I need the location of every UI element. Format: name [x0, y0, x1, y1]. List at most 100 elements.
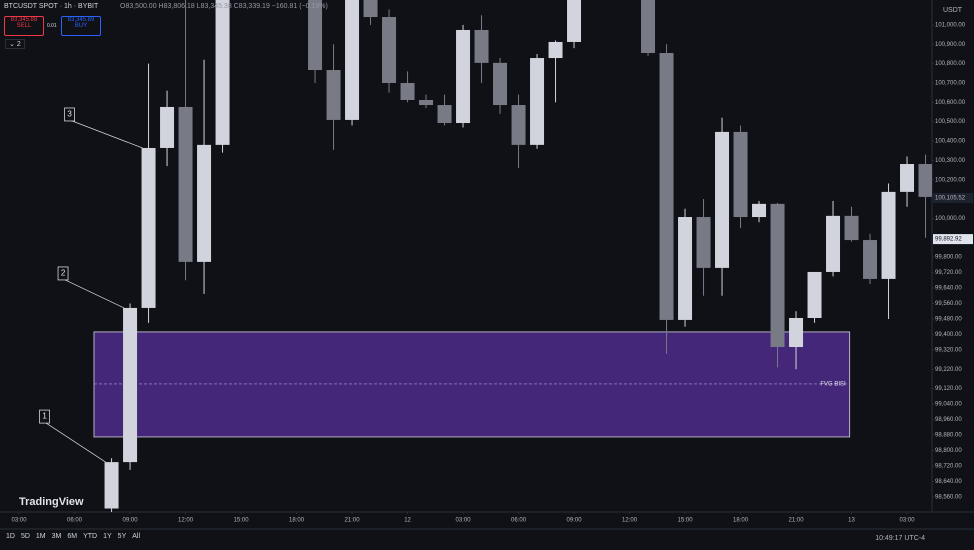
- y-tick-label: 99,640.00: [935, 286, 962, 292]
- x-tick-label: 12:00: [178, 518, 194, 524]
- y-tick-label: 100,600.00: [935, 100, 966, 106]
- candle-body: [789, 317, 804, 348]
- y-tick-label: 100,300.00: [935, 158, 966, 164]
- candle-body: [641, 0, 656, 53]
- y-tick-label: 99,320.00: [935, 347, 962, 353]
- x-tick-label: 18:00: [289, 518, 305, 524]
- y-tick-label: 99,480.00: [935, 317, 962, 323]
- y-tick-label: 101,000.00: [935, 23, 966, 29]
- spread: 0.01: [47, 23, 57, 29]
- annotation-pointer: [69, 119, 143, 149]
- candle-body: [863, 240, 878, 279]
- candle-body: [567, 0, 582, 42]
- candle-body: [326, 70, 341, 120]
- x-tick-label: 15:00: [234, 518, 250, 524]
- annotation-box: [57, 266, 69, 281]
- y-tick-label: 99,400.00: [935, 332, 962, 338]
- y-tick-label: 98,560.00: [935, 494, 962, 500]
- range-button[interactable]: 5D: [20, 533, 30, 540]
- y-tick-label: 98,720.00: [935, 464, 962, 470]
- range-button[interactable]: YTD: [83, 533, 98, 540]
- y-tick-label: 98,880.00: [935, 433, 962, 439]
- y-tick-label: 100,800.00: [935, 61, 966, 67]
- candle-body: [363, 0, 378, 18]
- candle-body: [530, 58, 545, 145]
- candle-body: [770, 203, 785, 348]
- y-tick-label: 100,200.00: [935, 177, 966, 183]
- candle-body: [844, 215, 859, 241]
- candle-body: [178, 106, 193, 262]
- candle-body: [807, 271, 822, 318]
- indicator-count: 2: [16, 41, 21, 48]
- annotation-box: [39, 409, 50, 424]
- x-tick-label: 03:00: [12, 518, 28, 524]
- y-tick-label: 99,800.00: [935, 255, 962, 261]
- annotation-label: 1: [42, 412, 47, 421]
- candle-body: [918, 164, 932, 197]
- candle-body: [511, 105, 526, 145]
- annotation-pointer: [62, 278, 125, 309]
- range-button[interactable]: 6M: [67, 533, 78, 540]
- buy-button[interactable]: 83,345.89 BUY: [61, 16, 101, 36]
- x-tick-label: 13: [848, 518, 855, 524]
- y-tick-label: 99,040.00: [935, 402, 962, 408]
- clock: 10:49:17 UTC-4: [875, 535, 925, 542]
- candle-body: [345, 0, 360, 120]
- candle-body: [826, 215, 841, 272]
- candle-body: [160, 106, 175, 148]
- y-tick-label: 100,900.00: [935, 42, 966, 48]
- x-tick-label: 06:00: [67, 518, 83, 524]
- annotation-label: 2: [61, 269, 66, 278]
- sell-price: 83,345.88: [10, 17, 38, 23]
- range-button[interactable]: 1D: [6, 533, 15, 540]
- candle-body: [474, 29, 489, 63]
- range-button[interactable]: 1Y: [103, 533, 112, 540]
- x-tick-label: 18:00: [733, 518, 749, 524]
- x-tick-label: 21:00: [789, 518, 805, 524]
- x-tick-label: 21:00: [345, 518, 361, 524]
- x-tick-label: 15:00: [678, 518, 694, 524]
- candle-body: [493, 62, 508, 106]
- candle-body: [308, 0, 323, 71]
- price-tag-label: 100,105.52: [935, 196, 966, 202]
- candle-body: [141, 147, 156, 308]
- candle-body: [419, 100, 434, 106]
- y-tick-label: 98,640.00: [935, 479, 962, 485]
- y-tick-label: 99,120.00: [935, 386, 962, 392]
- y-tick-label: 99,720.00: [935, 270, 962, 276]
- fvg-zone: [93, 331, 851, 438]
- candle-body: [752, 203, 767, 218]
- x-tick-label: 03:00: [456, 518, 472, 524]
- candle-body: [456, 29, 471, 124]
- y-tick-label: 100,400.00: [935, 139, 966, 145]
- range-button[interactable]: 5Y: [117, 533, 127, 540]
- candle-body: [678, 217, 693, 320]
- candle-body: [400, 82, 415, 101]
- price-tag-label: 99,892.92: [935, 237, 962, 243]
- range-button[interactable]: All: [132, 533, 141, 540]
- candle-body: [881, 191, 896, 279]
- candle-body: [382, 17, 397, 83]
- candle-body: [659, 52, 674, 320]
- currency[interactable]: USDT: [943, 7, 963, 14]
- sell-button[interactable]: 83,345.88 SELL: [4, 16, 44, 36]
- symbol[interactable]: BTCUSDT SPOT · 1h · BYBIT: [4, 3, 99, 10]
- price-tag: [933, 234, 973, 245]
- y-tick-label: 100,500.00: [935, 119, 966, 125]
- x-tick-label: 03:00: [900, 518, 916, 524]
- y-tick-label: 98,800.00: [935, 448, 962, 454]
- y-tick-label: 99,560.00: [935, 301, 962, 307]
- range-button[interactable]: 1M: [35, 533, 46, 540]
- candle-body: [104, 462, 119, 509]
- candle-body: [715, 131, 730, 268]
- fvg-label: FVG BISI: [820, 382, 846, 388]
- candle-body: [733, 131, 748, 218]
- x-tick-label: 12:00: [622, 518, 638, 524]
- y-tick-label: 99,220.00: [935, 367, 962, 373]
- indicators-toggle[interactable]: ⌄ 2: [5, 39, 25, 49]
- y-tick-label: 100,000.00: [935, 216, 966, 222]
- range-button[interactable]: 3M: [51, 533, 62, 540]
- annotation-label: 3: [67, 110, 72, 119]
